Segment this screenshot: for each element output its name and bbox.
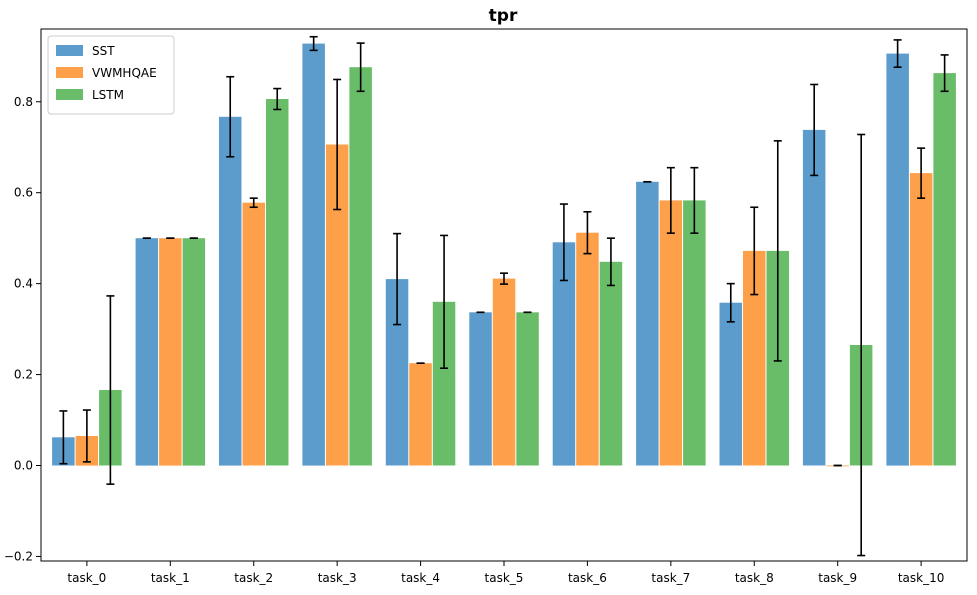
y-tick-label: −0.2 [4, 549, 33, 563]
chart-title: tpr [489, 6, 518, 26]
x-tick-label-task_4: task_4 [401, 571, 440, 585]
error-bar-lstm-task_7 [690, 166, 699, 234]
x-tick-label-task_8: task_8 [735, 571, 774, 585]
error-bar-vwmhqae-task_6 [583, 210, 592, 255]
bar-sst-task_3 [302, 43, 325, 466]
bar-lstm-task_4 [432, 301, 456, 466]
error-bar-sst-task_8 [726, 282, 735, 323]
bar-vwmhqae-task_4 [409, 363, 432, 466]
y-axis: 0.0 0.2 0.4 0.6 0.8 −0.2 [4, 95, 41, 563]
bar-lstm-task_6 [599, 261, 623, 466]
error-bar-lstm-task_10 [940, 54, 949, 93]
x-tick-label-task_9: task_9 [818, 571, 857, 585]
error-bar-sst-task_9 [810, 83, 819, 177]
bar-sst-task_5 [469, 312, 492, 466]
y-tick-label: 0.0 [14, 459, 33, 473]
error-bar-vwmhqae-task_8 [750, 206, 759, 296]
error-bar-lstm-task_2 [273, 87, 282, 111]
bar-sst-task_1 [135, 238, 159, 466]
error-bar-lstm-task_3 [356, 42, 365, 93]
error-bar-vwmhqae-task_7 [666, 166, 675, 234]
error-bar-vwmhqae-task_10 [917, 147, 926, 199]
error-bar-lstm-task_8 [773, 140, 782, 362]
x-tick-label-task_2: task_2 [234, 571, 273, 585]
error-bar-sst-task_4 [393, 232, 402, 326]
legend-label-vwmhqae: VWMHQAE [92, 66, 157, 80]
y-tick-label: 0.4 [14, 277, 33, 291]
legend-label-lstm: LSTM [92, 88, 124, 102]
error-bar-vwmhqae-task_0 [82, 409, 91, 463]
x-tick-label-task_1: task_1 [151, 571, 190, 585]
bar-sst-task_8 [719, 302, 742, 466]
error-bar-vwmhqae-task_2 [249, 197, 258, 209]
bar-sst-task_7 [636, 181, 659, 466]
bar-sst-task_10 [886, 53, 909, 466]
bar-lstm-task_2 [266, 99, 289, 466]
x-tick-label-task_3: task_3 [318, 571, 357, 585]
legend-swatch-sst [56, 45, 83, 56]
bar-sst-task_9 [802, 129, 826, 466]
error-bar-sst-task_2 [226, 75, 235, 158]
legend-swatch-lstm [56, 89, 83, 100]
error-bars-layer [59, 35, 949, 557]
y-tick-label: 0.6 [14, 186, 33, 200]
error-bar-sst-task_3 [309, 35, 318, 52]
bar-lstm-task_1 [182, 238, 206, 466]
error-bar-vwmhqae-task_3 [333, 78, 342, 211]
x-tick-label-task_10: task_10 [898, 571, 945, 585]
bar-vwmhqae-task_7 [659, 200, 683, 466]
x-tick-label-task_7: task_7 [651, 571, 690, 585]
bar-sst-task_6 [552, 242, 576, 466]
bars-layer [52, 43, 956, 467]
bar-lstm-task_5 [516, 312, 539, 466]
y-tick-label: 0.2 [14, 368, 33, 382]
error-bar-sst-task_0 [59, 410, 68, 465]
error-bar-sst-task_6 [559, 203, 568, 282]
y-tick-label: 0.8 [14, 95, 33, 109]
error-bar-sst-task_10 [893, 39, 902, 68]
bar-sst-task_4 [385, 279, 409, 466]
bar-vwmhqae-task_1 [159, 238, 182, 466]
error-bar-lstm-task_4 [440, 234, 449, 370]
error-bar-vwmhqae-task_5 [500, 272, 508, 285]
bar-vwmhqae-task_8 [743, 250, 766, 466]
x-axis: task_0 task_1 task_2 task_3 task_4 task_5 task… [67, 561, 944, 585]
bar-sst-task_2 [219, 116, 242, 466]
error-bar-lstm-task_0 [106, 295, 115, 485]
legend-label-sst: SST [92, 44, 115, 58]
legend-swatch-vwmhqae [56, 67, 83, 78]
error-bar-lstm-task_6 [606, 237, 615, 287]
x-tick-label-task_0: task_0 [67, 571, 106, 585]
bar-vwmhqae-task_5 [492, 278, 516, 466]
error-bar-lstm-task_9 [857, 133, 866, 557]
bar-vwmhqae-task_2 [242, 202, 265, 466]
bar-vwmhqae-task_10 [909, 173, 933, 466]
x-tick-label-task_6: task_6 [568, 571, 607, 585]
x-tick-label-task_5: task_5 [485, 571, 524, 585]
bar-lstm-task_7 [683, 200, 706, 466]
bar-lstm-task_3 [349, 67, 372, 466]
bar-lstm-task_10 [933, 73, 956, 466]
legend: SST VWMHQAE LSTM [47, 35, 175, 115]
bar-vwmhqae-task_6 [576, 232, 599, 466]
bar-vwmhqae-task_3 [325, 144, 349, 466]
